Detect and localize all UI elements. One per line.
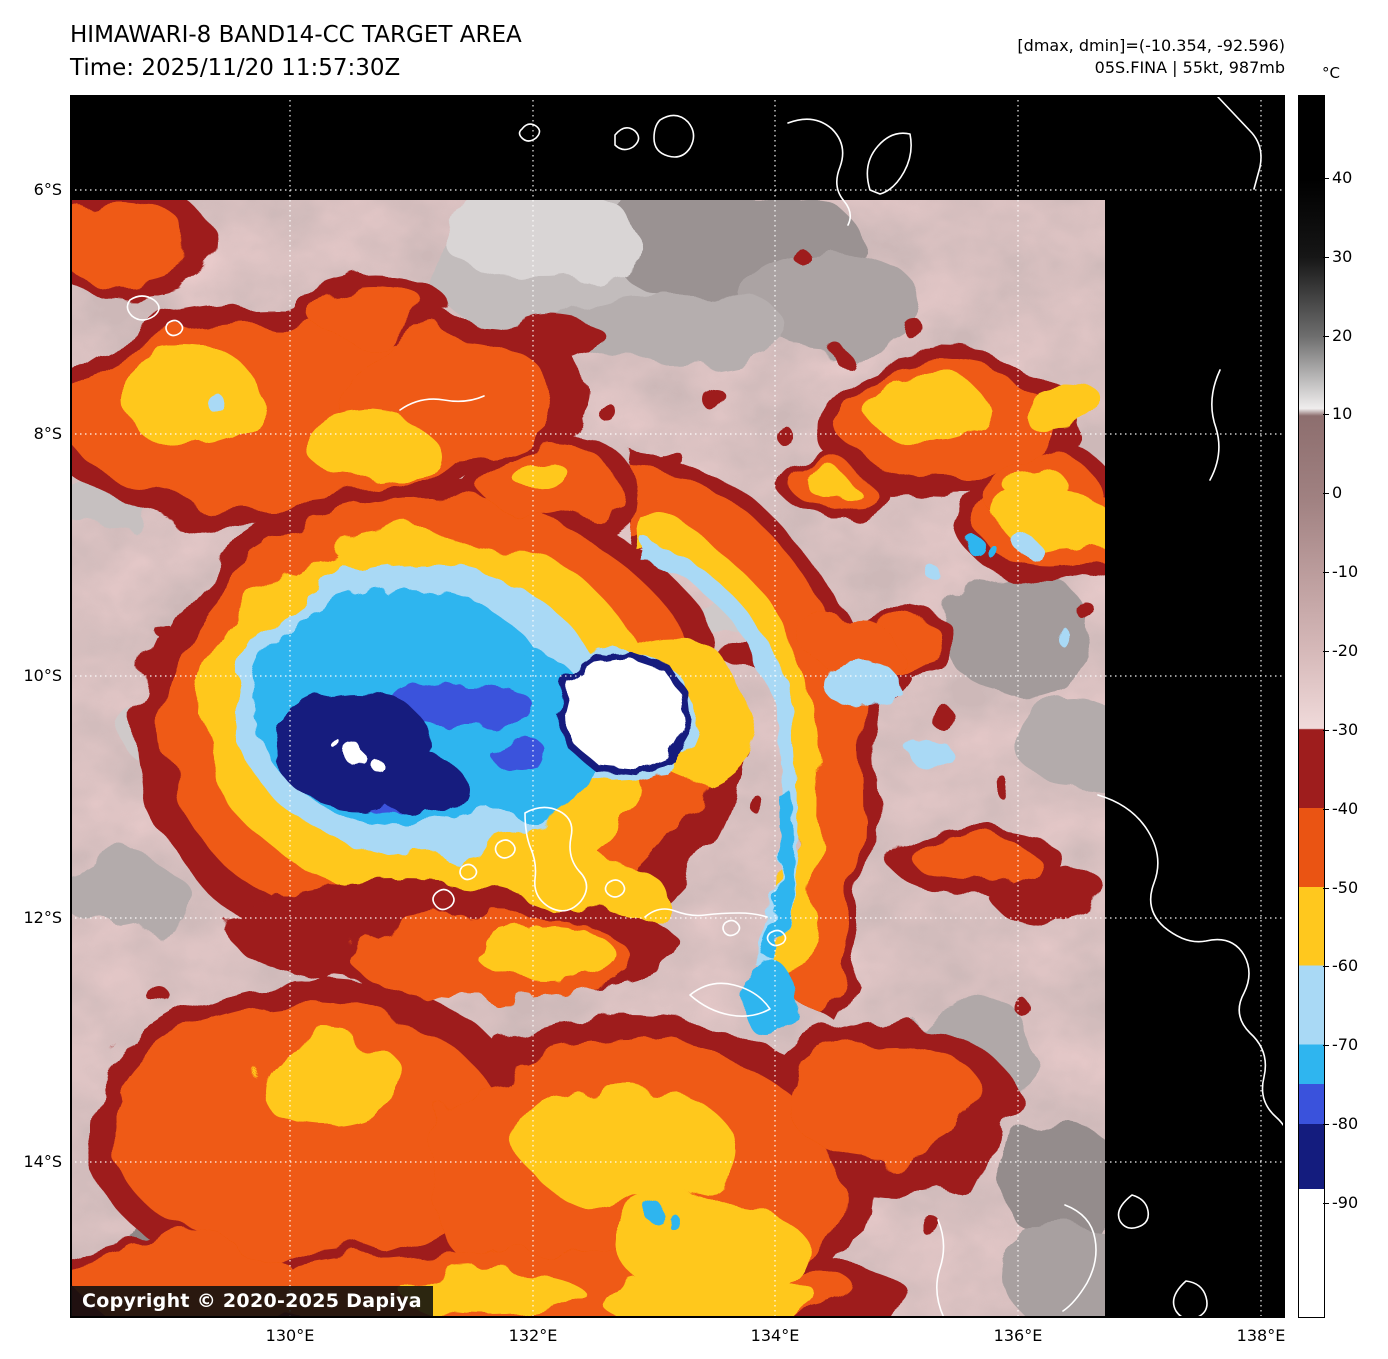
colorbar-tick-label: -10	[1322, 562, 1359, 581]
satellite-imagery	[70, 200, 1105, 1318]
storm-info-label: 05S.FINA | 55kt, 987mb	[1094, 58, 1285, 77]
page-title: HIMAWARI-8 BAND14-CC TARGET AREA	[70, 22, 522, 48]
lat-tick-label: 14°S	[23, 1152, 62, 1171]
colorbar-tick-label: -70	[1322, 1035, 1359, 1054]
colorbar-tick-label: 30	[1322, 247, 1353, 266]
lat-tick-label: 12°S	[23, 908, 62, 927]
coastlines	[126, 96, 1285, 1318]
colorbar-tick-label: 10	[1322, 404, 1353, 423]
lon-tick-label: 136°E	[993, 1326, 1043, 1345]
colorbar-tick-label: -60	[1322, 956, 1359, 975]
no-data-mask	[70, 95, 1285, 1318]
storm-coldest-cell	[555, 651, 692, 776]
grid-lines	[70, 95, 1285, 1318]
copyright-badge: Copyright © 2020-2025 Dapiya	[71, 1286, 433, 1316]
colorbar-tick-label: -30	[1322, 720, 1359, 739]
cold-cloud-shield	[211, 398, 1070, 1230]
dmax-dmin-label: [dmax, dmin]=(-10.354, -92.596)	[1017, 36, 1285, 55]
map-canvas	[70, 95, 1285, 1318]
colorbar-tick-label: -80	[1322, 1114, 1359, 1133]
colorbar-tick-label: -20	[1322, 641, 1359, 660]
lat-tick-label: 10°S	[23, 666, 62, 685]
colorbar-tick-label: 40	[1322, 168, 1353, 187]
map-area: Copyright © 2020-2025 Dapiya	[70, 95, 1285, 1318]
lat-tick-label: 8°S	[33, 424, 62, 443]
colorbar-tick-label: -40	[1322, 799, 1359, 818]
timestamp-label: Time: 2025/11/20 11:57:30Z	[70, 55, 401, 81]
lat-tick-label: 6°S	[33, 180, 62, 199]
lon-tick-label: 138°E	[1236, 1326, 1286, 1345]
map-border	[70, 95, 1285, 1318]
lon-tick-label: 134°E	[750, 1326, 800, 1345]
colorbar-tick-label: 0	[1322, 483, 1343, 502]
colorbar-gradient	[1298, 95, 1325, 1318]
colorbar-tick-label: 20	[1322, 326, 1353, 345]
lon-tick-label: 130°E	[265, 1326, 315, 1345]
colorbar-unit-label: °C	[1322, 64, 1340, 82]
colorbar-tick-label: -90	[1322, 1193, 1359, 1212]
colorbar-tick-label: -50	[1322, 878, 1359, 897]
lon-tick-label: 132°E	[508, 1326, 558, 1345]
